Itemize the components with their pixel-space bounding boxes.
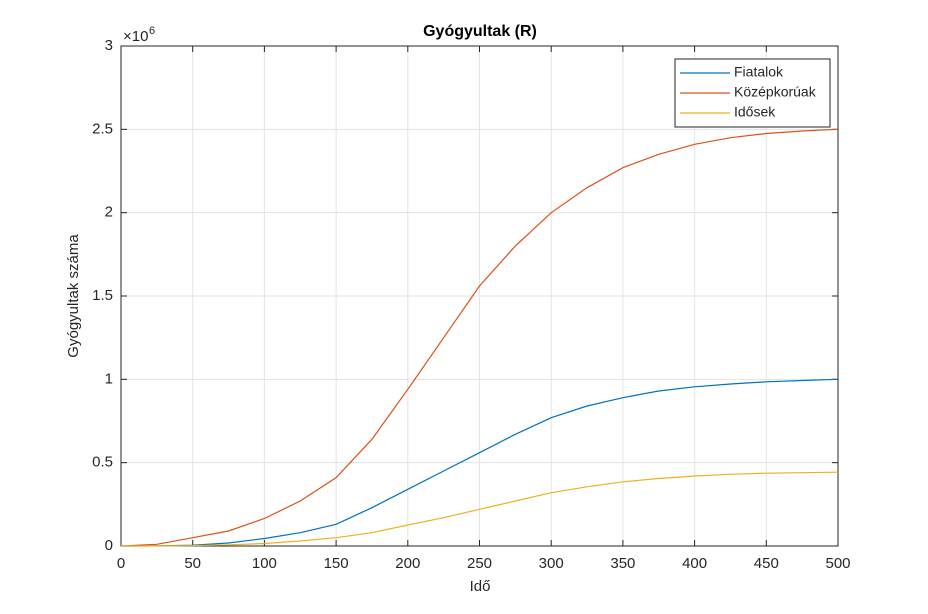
y-exponent-base: ×10 [123,28,148,45]
x-tick-label: 100 [252,555,277,572]
x-tick-label: 200 [395,555,420,572]
y-tick-label: 1 [105,370,113,387]
legend-label: Fiatalok [734,64,784,80]
y-tick-label: 1.5 [92,287,113,304]
plot-frame [120,45,839,547]
x-tick-label: 450 [754,555,779,572]
x-tick-label: 0 [117,555,125,572]
x-tick-label: 500 [825,555,850,572]
y-tick-label: 2.5 [92,120,113,137]
chart-title: Gyógyultak (R) [423,23,537,40]
y-axis-label: Gyógyultak száma [65,234,82,358]
legend-label: Idősek [734,104,776,120]
x-tick-label: 400 [682,555,707,572]
x-tick-label: 250 [467,555,492,572]
y-tick-label: 0 [105,537,113,554]
series-line [121,471,839,547]
x-tick-label: 300 [539,555,564,572]
y-exponent: 6 [149,25,155,37]
y-tick-label: 2 [105,204,113,221]
x-tick-label: 50 [184,555,201,572]
y-tick-label: 0.5 [92,454,113,471]
series-line [120,378,839,547]
series-line [120,128,839,547]
x-tick-label: 150 [324,555,349,572]
y-tick-label: 3 [105,37,113,54]
x-axis-label: Idő [470,578,491,595]
legend-label: Középkorúak [734,84,817,100]
x-tick-label: 350 [610,555,635,572]
